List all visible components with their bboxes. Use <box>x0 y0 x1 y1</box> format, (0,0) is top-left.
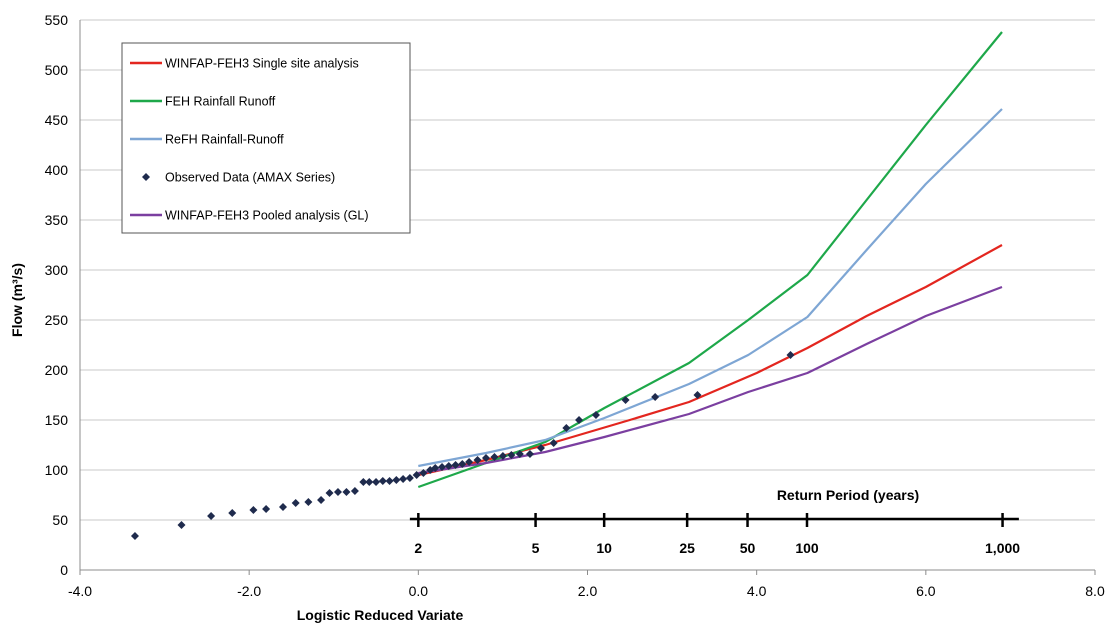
observed-point <box>575 416 584 424</box>
observed-point <box>279 503 287 511</box>
x-tick-label: 6.0 <box>916 583 936 599</box>
observed-point <box>304 498 313 506</box>
observed-point <box>693 391 702 399</box>
return-period-label: 5 <box>532 540 540 556</box>
legend: WINFAP-FEH3 Single site analysis FEH Rain… <box>121 42 411 234</box>
observed-point <box>498 452 507 460</box>
y-tick-label: 300 <box>45 262 69 278</box>
return-period-label: 1,000 <box>985 540 1020 556</box>
observed-point <box>482 454 490 462</box>
series-layer <box>130 31 1003 540</box>
observed-point <box>438 463 447 471</box>
observed-point <box>365 478 374 486</box>
y-tick-label: 250 <box>45 312 69 328</box>
observed-point <box>490 453 499 461</box>
observed-point <box>342 488 351 496</box>
series-line-refh-rainfall-runoff <box>418 108 1003 468</box>
series-line-winfap-feh3-single-site-analysis <box>418 244 1003 477</box>
legend-box <box>121 42 411 234</box>
observed-point <box>130 532 139 540</box>
observed-point <box>515 450 524 458</box>
legend-label: Observed Data (AMAX Series) <box>165 171 335 185</box>
legend-label: WINFAP-FEH3 Pooled analysis (GL) <box>165 209 369 223</box>
observed-point <box>458 460 467 468</box>
observed-point <box>372 478 381 486</box>
x-tick-label: 8.0 <box>1085 583 1105 599</box>
observed-point <box>359 478 368 486</box>
legend-label: FEH Rainfall Runoff <box>165 95 276 109</box>
observed-point <box>385 477 394 485</box>
observed-point <box>399 475 408 483</box>
observed-point <box>350 487 359 495</box>
observed-point <box>177 521 186 529</box>
return-period-label: 2 <box>414 540 422 556</box>
observed-point <box>591 411 600 419</box>
observed-point <box>549 439 558 447</box>
return-period-label: 10 <box>596 540 612 556</box>
y-tick-label: 400 <box>45 162 69 178</box>
return-period-label: 100 <box>795 540 819 556</box>
observed-point <box>262 505 271 513</box>
observed-point <box>325 489 334 497</box>
y-tick-label: 50 <box>52 512 68 528</box>
y-tick-label: 550 <box>45 12 69 28</box>
observed-point <box>317 496 326 504</box>
x-axis-title: Logistic Reduced Variate <box>297 607 464 623</box>
observed-point <box>651 393 660 401</box>
observed-point <box>444 462 453 470</box>
x-tick-label: -4.0 <box>68 583 92 599</box>
y-tick-label: 500 <box>45 62 69 78</box>
observed-point <box>473 456 482 464</box>
y-tick-label: 350 <box>45 212 69 228</box>
return-period-label: 25 <box>679 540 695 556</box>
observed-point <box>562 424 571 432</box>
observed-point <box>465 458 474 466</box>
observed-point <box>412 471 421 479</box>
x-tick-label: 4.0 <box>747 583 767 599</box>
y-tick-label: 100 <box>45 462 69 478</box>
observed-point <box>228 509 237 517</box>
observed-point <box>451 461 460 469</box>
y-tick-label: 150 <box>45 412 69 428</box>
observed-point <box>786 351 795 359</box>
observed-point <box>392 476 401 484</box>
series-line-winfap-feh3-pooled-analysis-gl <box>418 285 1003 475</box>
legend-label: WINFAP-FEH3 Single site analysis <box>165 57 359 71</box>
observed-point <box>419 469 428 477</box>
y-tick-label: 0 <box>60 562 68 578</box>
legend-swatch <box>142 173 150 181</box>
y-tick-label: 200 <box>45 362 69 378</box>
x-tick-label: -2.0 <box>237 583 261 599</box>
observed-point <box>378 477 387 485</box>
observed-point <box>431 464 440 472</box>
x-tick-label: 2.0 <box>578 583 598 599</box>
return-period-title: Return Period (years) <box>777 487 919 503</box>
observed-point <box>291 499 300 507</box>
observed-point <box>525 450 534 458</box>
legend-label: ReFH Rainfall-Runoff <box>165 133 284 147</box>
return-period-label: 50 <box>740 540 756 556</box>
observed-point <box>405 474 414 482</box>
x-tick-label: 0.0 <box>409 583 429 599</box>
observed-point <box>621 396 630 404</box>
observed-point <box>536 444 545 452</box>
observed-point <box>507 451 516 459</box>
y-tick-label: 450 <box>45 112 69 128</box>
observed-point <box>333 488 342 496</box>
observed-point <box>207 512 216 520</box>
y-axis-title: Flow (m³/s) <box>9 263 25 337</box>
observed-point <box>249 506 258 514</box>
series-line-feh-rainfall-runoff <box>417 31 1003 489</box>
